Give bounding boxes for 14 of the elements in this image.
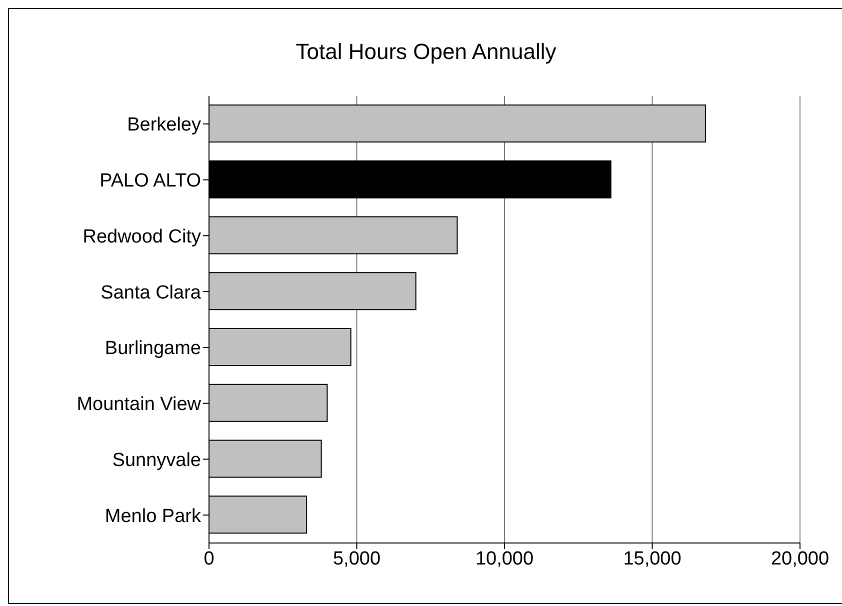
y-tick-label: Redwood City bbox=[82, 226, 202, 248]
x-tick-label: 5,000 bbox=[332, 548, 381, 570]
x-tick-label: 15,000 bbox=[623, 548, 682, 570]
x-tick-label: 0 bbox=[204, 548, 214, 570]
x-tick-label: 10,000 bbox=[475, 548, 534, 570]
y-tick-label: Santa Clara bbox=[100, 282, 202, 304]
y-tick-label: Mountain View bbox=[76, 394, 202, 416]
y-tick-label: Burlingame bbox=[104, 338, 201, 360]
y-tick-label: Sunnyvale bbox=[112, 450, 201, 471]
y-tick-label: PALO ALTO bbox=[100, 170, 201, 192]
x-tick-label: 20,000 bbox=[770, 548, 830, 570]
y-tick-label: Berkeley bbox=[127, 114, 202, 136]
y-tick-label: Menlo Park bbox=[104, 506, 202, 527]
chart-title: Total Hours Open Annually bbox=[294, 39, 558, 65]
